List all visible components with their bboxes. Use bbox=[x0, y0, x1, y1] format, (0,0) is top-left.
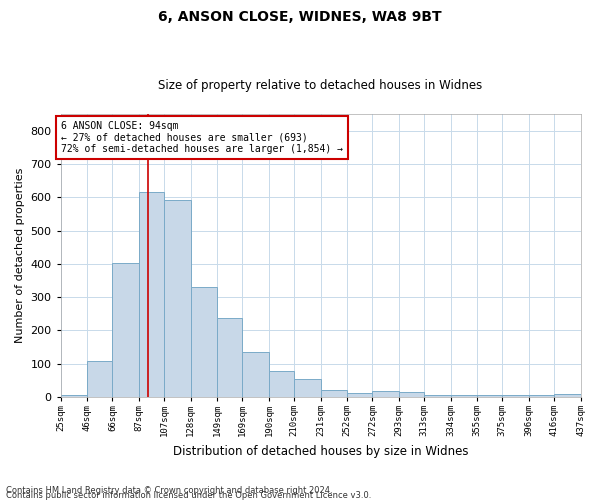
Bar bbox=[502, 396, 529, 397]
Bar bbox=[87, 362, 112, 397]
Text: Contains public sector information licensed under the Open Government Licence v3: Contains public sector information licen… bbox=[6, 491, 371, 500]
Bar bbox=[139, 192, 164, 397]
Bar bbox=[164, 200, 191, 397]
Bar bbox=[294, 379, 320, 397]
Bar bbox=[477, 396, 502, 397]
X-axis label: Distribution of detached houses by size in Widnes: Distribution of detached houses by size … bbox=[173, 444, 469, 458]
Bar bbox=[554, 394, 581, 397]
Text: 6, ANSON CLOSE, WIDNES, WA8 9BT: 6, ANSON CLOSE, WIDNES, WA8 9BT bbox=[158, 10, 442, 24]
Bar bbox=[373, 391, 399, 397]
Bar bbox=[269, 371, 294, 397]
Bar bbox=[424, 396, 451, 397]
Bar bbox=[399, 392, 424, 397]
Bar bbox=[320, 390, 347, 397]
Bar bbox=[61, 396, 87, 397]
Bar bbox=[112, 264, 139, 397]
Bar bbox=[347, 392, 373, 397]
Bar bbox=[242, 352, 269, 397]
Y-axis label: Number of detached properties: Number of detached properties bbox=[15, 168, 25, 343]
Title: Size of property relative to detached houses in Widnes: Size of property relative to detached ho… bbox=[158, 79, 483, 92]
Bar bbox=[191, 287, 217, 397]
Bar bbox=[529, 396, 554, 397]
Bar bbox=[451, 396, 477, 397]
Text: Contains HM Land Registry data © Crown copyright and database right 2024.: Contains HM Land Registry data © Crown c… bbox=[6, 486, 332, 495]
Bar bbox=[217, 318, 242, 397]
Text: 6 ANSON CLOSE: 94sqm
← 27% of detached houses are smaller (693)
72% of semi-deta: 6 ANSON CLOSE: 94sqm ← 27% of detached h… bbox=[61, 120, 343, 154]
